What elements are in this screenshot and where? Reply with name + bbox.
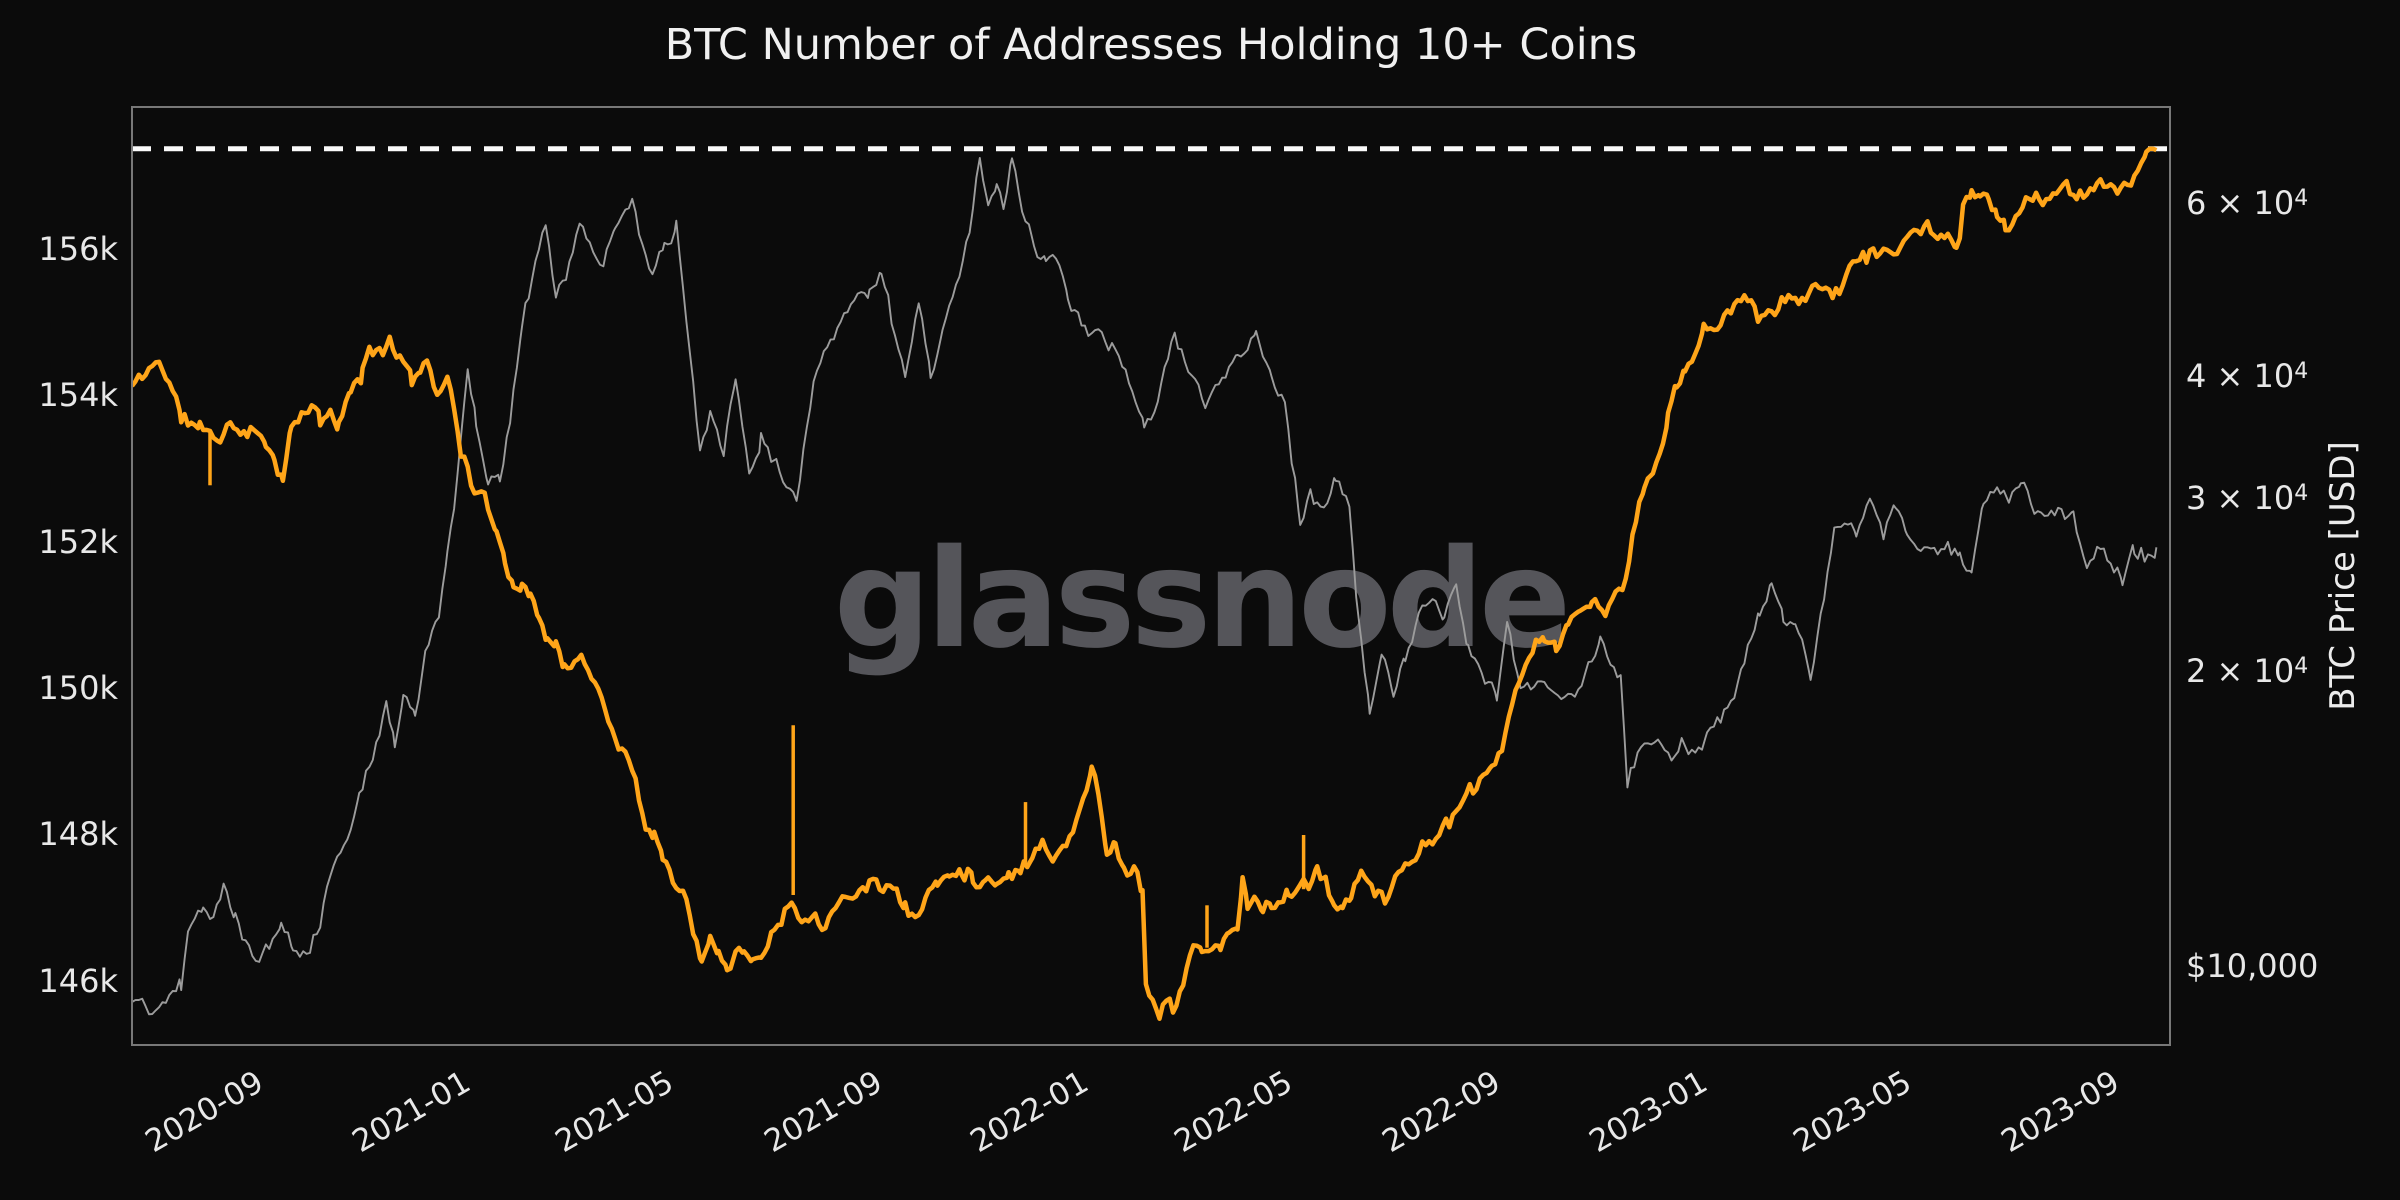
right-axis-tick-label: 3 × 104: [2186, 479, 2309, 518]
btc-price-line-series: [132, 156, 2158, 1016]
left-axis-tick-label: 148k: [38, 815, 118, 854]
left-axis-tick-label: 156k: [38, 230, 118, 269]
right-axis-tick-label: 4 × 104: [2186, 356, 2309, 395]
left-axis-tick-label: 152k: [38, 522, 118, 561]
right-axis-label: BTC Price [USD]: [2323, 441, 2363, 711]
addresses-line-series: [132, 146, 2158, 1021]
left-axis-tick-label: 154k: [38, 376, 118, 415]
right-axis-tick-label: 6 × 104: [2186, 184, 2309, 223]
right-axis-tick-label: 2 × 104: [2186, 652, 2309, 690]
left-axis-tick-label: 150k: [38, 669, 118, 708]
left-axis-tick-label: 146k: [38, 961, 118, 1000]
right-axis-tick-label: $10,000: [2186, 947, 2319, 986]
chart-title: BTC Number of Addresses Holding 10+ Coin…: [664, 20, 1638, 70]
plot-frame: [131, 106, 2171, 1046]
